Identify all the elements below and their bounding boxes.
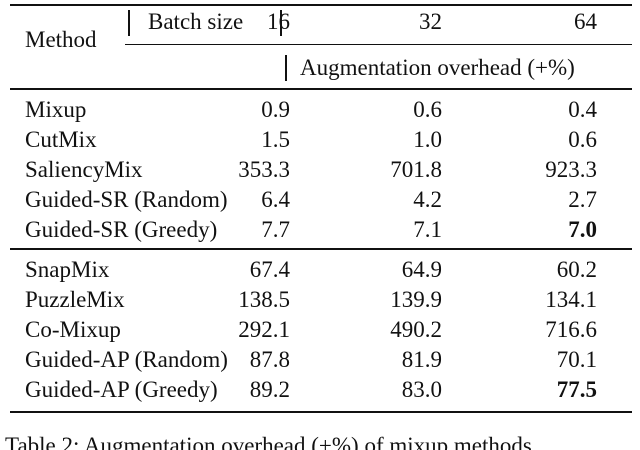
batch-size: 16 [267,9,290,34]
caption: Table 2: Augmentation overhead (+%) of m… [5,433,532,450]
cell-value: 1.5 [261,127,290,152]
cell-value: 70.1 [556,347,597,372]
cell-value: 89.2 [249,377,290,402]
cell-value: 4.2 [413,187,442,212]
cell-value: 0.6 [413,97,442,122]
divider [285,55,287,81]
cell-value: 139.9 [390,287,442,312]
cell-value: 701.8 [390,157,442,182]
method-name: Guided-SR (Random) [25,187,228,212]
method-name: SaliencyMix [25,157,143,182]
cell-value: 1.0 [413,127,442,152]
batch-size: 32 [419,9,442,34]
method-header: Method [25,27,97,52]
bottom-rule [10,411,632,413]
cell-value: 77.5 [556,377,597,402]
cell-value: 83.0 [401,377,442,402]
cell-value: 6.4 [261,187,290,212]
cell-value: 7.0 [568,217,597,242]
batch-size: 64 [574,9,597,34]
method-name: Guided-SR (Greedy) [25,217,218,242]
divider [280,10,282,36]
subheader: Augmentation overhead (+%) [300,55,575,80]
method-name: Guided-AP (Greedy) [25,377,218,402]
cell-value: 138.5 [238,287,290,312]
method-name: SnapMix [25,257,110,282]
cell-value: 490.2 [390,317,442,342]
cell-value: 134.1 [545,287,597,312]
cell-value: 0.9 [261,97,290,122]
method-name: Co-Mixup [25,317,121,342]
batch-label: Batch size [148,9,244,34]
cell-value: 7.1 [413,217,442,242]
cell-value: 60.2 [556,257,597,282]
cell-value: 67.4 [249,257,290,282]
header-rule [125,44,632,45]
cell-value: 0.4 [568,97,597,122]
cell-value: 923.3 [545,157,597,182]
method-name: PuzzleMix [25,287,125,312]
cell-value: 87.8 [249,347,290,372]
cell-value: 64.9 [401,257,442,282]
cell-value: 292.1 [238,317,290,342]
cell-value: 353.3 [238,157,290,182]
cell-value: 81.9 [401,347,442,372]
cell-value: 7.7 [261,217,290,242]
divider [128,10,130,36]
header-bottom-rule [10,88,632,90]
cell-value: 716.6 [545,317,597,342]
method-name: Mixup [25,97,87,122]
method-name: CutMix [25,127,97,152]
group-rule [10,248,632,250]
top-rule [10,4,632,6]
cell-value: 0.6 [568,127,597,152]
cell-value: 2.7 [568,187,597,212]
method-name: Guided-AP (Random) [25,347,228,372]
